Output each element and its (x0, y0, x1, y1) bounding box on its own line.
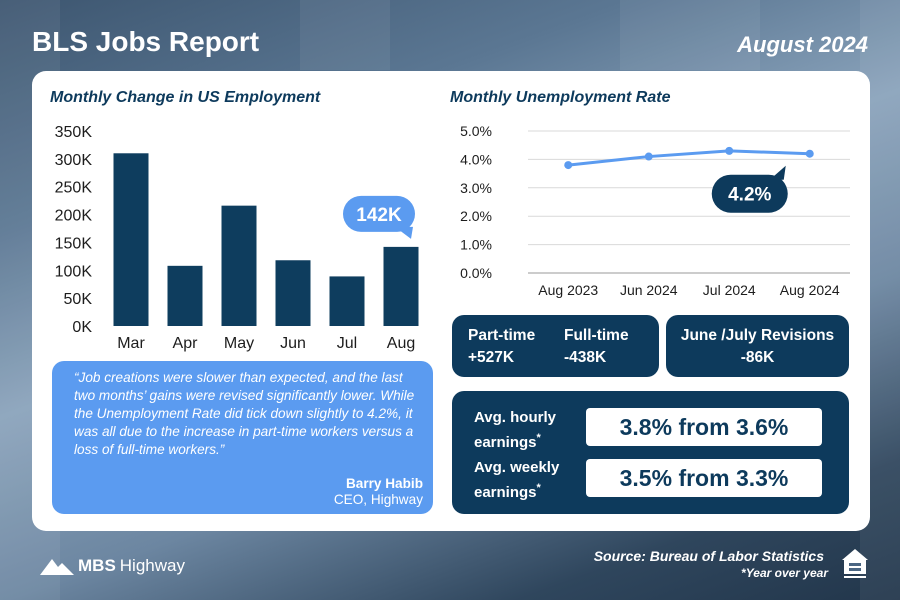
employment-bar (275, 260, 311, 326)
hourly-earnings-value: 3.8% from 3.6% (586, 408, 822, 446)
weekly-earnings-asterisk: * (536, 482, 541, 494)
bar-x-tick-label: Apr (173, 335, 199, 352)
line-y-tick-label: 3.0% (460, 180, 492, 196)
year-over-year-footnote: *Year over year (741, 566, 828, 580)
unemployment-callout-bubble (711, 174, 788, 213)
part-time-label: Part-time (468, 327, 536, 344)
line-x-tick-label: Aug 2024 (780, 282, 840, 298)
equal-housing-opportunity-icon (842, 549, 868, 578)
full-time-label: Full-time (564, 327, 629, 344)
revisions-box: June /July Revisions -86K (666, 315, 849, 377)
quote-author: Barry Habib (345, 476, 423, 491)
background-building (620, 0, 760, 70)
employment-bar (221, 205, 257, 326)
employment-callout-tail (395, 226, 413, 239)
line-y-tick-label: 0.0% (460, 265, 492, 281)
hourly-earnings-label: Avg. hourly earnings* (474, 407, 556, 453)
weekly-earnings-label: Avg. weekly earnings* (474, 457, 559, 503)
unemployment-line (568, 149, 810, 167)
line-x-tick-label: Jul 2024 (703, 282, 756, 298)
unemployment-point (644, 152, 653, 161)
line-y-tick-label: 4.0% (460, 151, 492, 167)
report-card: Monthly Change in US Employment 0K 50K 100… (32, 71, 870, 531)
unemployment-point (805, 149, 814, 158)
line-x-tick-label: Jun 2024 (620, 282, 678, 298)
report-date: August 2024 (737, 32, 868, 57)
employment-bar (383, 246, 419, 326)
quote-author-role: CEO, Highway (333, 492, 423, 507)
bar-y-tick-label: 200K (55, 208, 93, 225)
bar-y-tick-label: 0K (72, 319, 92, 336)
revisions-value: -86K (740, 349, 775, 366)
unemployment-chart-title: Monthly Unemployment Rate (450, 89, 671, 106)
logo-brand: MBS (78, 556, 116, 575)
bar-x-tick-label: Jul (337, 335, 357, 352)
line-y-tick-label: 1.0% (460, 237, 492, 253)
line-y-tick-label: 2.0% (460, 208, 492, 224)
unemployment-callout-label: 4.2% (728, 185, 771, 206)
report-title: BLS Jobs Report (32, 26, 260, 57)
employment-bar (113, 153, 149, 326)
bar-x-tick-label: Mar (117, 335, 145, 352)
logo-mark-icon (40, 559, 74, 575)
unemployment-callout-tail (769, 165, 786, 180)
bar-y-tick-label: 150K (55, 235, 93, 252)
bar-y-tick-label: 300K (55, 152, 93, 169)
quote-text: “Job creations were slower than expected… (74, 370, 415, 457)
bar-y-tick-label: 50K (64, 291, 93, 308)
unemployment-point (564, 161, 573, 170)
source-note: Source: Bureau of Labor Statistics (593, 548, 824, 564)
hourly-earnings-asterisk: * (536, 432, 541, 444)
employment-callout-label: 142K (356, 205, 402, 226)
logo-name: Highway (119, 556, 185, 575)
employment-bar (167, 265, 203, 326)
weekly-earnings-value: 3.5% from 3.3% (586, 459, 822, 497)
bar-y-tick-label: 100K (55, 263, 93, 280)
bar-y-tick-label: 250K (55, 180, 93, 197)
hourly-earnings-label-text: Avg. hourly earnings (474, 409, 556, 451)
line-y-tick-label: 5.0% (460, 123, 492, 139)
earnings-box: Avg. hourly earnings* 3.8% from 3.6% Avg.… (452, 391, 849, 514)
employment-bar (329, 276, 365, 326)
bar-x-tick-label: May (224, 335, 254, 352)
quote-box: “Job creations were slower than expected… (52, 361, 433, 514)
part-time-value: +527K (468, 349, 515, 366)
bar-x-tick-label: Jun (280, 335, 306, 352)
revisions-label: June /July Revisions (680, 327, 835, 344)
employment-chart-title: Monthly Change in US Employment (50, 89, 321, 106)
bar-x-tick-label: Aug (387, 335, 415, 352)
line-x-tick-label: Aug 2023 (538, 282, 598, 298)
mbs-highway-logo: MBS Highway (40, 556, 185, 576)
bar-y-tick-label: 350K (55, 124, 93, 141)
weekly-earnings-label-text: Avg. weekly earnings (474, 459, 560, 501)
employment-bar-chart: 0K 50K 100K 150K 200K 250K 300K 350K Mar Apr May Ju… (55, 124, 419, 352)
employment-type-box: Part-time +527K Full-time -438K (452, 315, 659, 377)
background-building (300, 0, 390, 70)
unemployment-point (725, 146, 734, 155)
employment-callout-bubble (343, 195, 415, 232)
full-time-value: -438K (564, 349, 607, 366)
unemployment-line-chart: 0.0% 1.0% 2.0% 3.0% 4.0% 5.0% Aug 2023 Jun 2024… (460, 123, 850, 298)
